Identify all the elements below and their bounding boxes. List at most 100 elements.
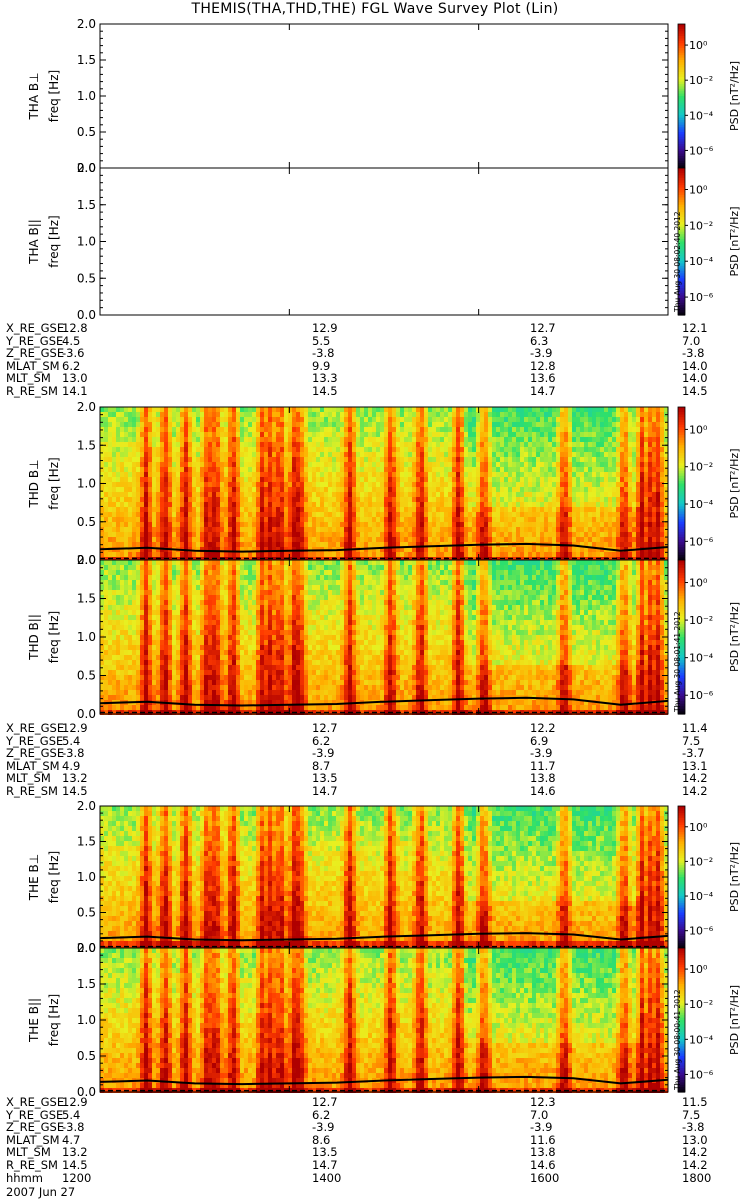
ephemeris-value: -3.9 xyxy=(530,746,553,761)
ephemeris-row: Y_RE_GSE 4.5 5.5 6.3 7.0 xyxy=(0,335,750,347)
panel-tha_bperp: 0.0 0.5 1.0 1.5 2.0 THA B⊥ freq [Hz] xyxy=(27,17,669,175)
ephemeris-value: 11.6 xyxy=(530,1132,556,1147)
colorbar-tick-label: 10⁻² xyxy=(689,74,713,87)
probe-label: THE B|| xyxy=(27,998,41,1043)
ephemeris-label: X_RE_GSE xyxy=(6,721,65,735)
ephemeris-row: X_RE_GSE 12.9 12.7 12.2 11.4 xyxy=(0,722,750,734)
ephemeris-value: 12.9 xyxy=(312,321,338,335)
ephemeris-value: 13.8 xyxy=(530,771,556,786)
freq-axis-label: freq [Hz] xyxy=(47,994,61,1046)
ephemeris-row: X_RE_GSE 12.9 12.7 12.3 11.5 xyxy=(0,1096,750,1108)
ephemeris-value: 14.5 xyxy=(62,784,88,798)
panel-tha_bpar: 0.0 0.5 1.0 1.5 2.0 THA B|| freq [Hz] xyxy=(27,161,669,322)
ephemeris-value: 14.5 xyxy=(682,384,708,398)
freq-tick-label: 0.5 xyxy=(77,515,96,529)
ephemeris-value: 7.5 xyxy=(682,1107,701,1122)
ephemeris-value: 13.2 xyxy=(62,771,88,786)
freq-tick-label: 1.5 xyxy=(77,438,96,452)
probe-label: THD B|| xyxy=(27,614,41,661)
freq-tick-label: 0.5 xyxy=(77,906,96,920)
ephemeris-value: 8.7 xyxy=(312,758,331,773)
freq-tick-label: 2.0 xyxy=(77,799,96,813)
panel-frame-tha_bpar xyxy=(99,167,669,316)
ephemeris-value: 13.8 xyxy=(530,1145,556,1160)
colorbar-tick-label: 10⁻⁴ xyxy=(689,498,714,511)
freq-tick-label: 1.0 xyxy=(77,870,96,884)
ephemeris-value: 6.9 xyxy=(530,733,549,748)
ephemeris-value: 7.0 xyxy=(530,1107,549,1122)
ephemeris-row: MLT_SM 13.2 13.5 13.8 14.2 xyxy=(0,1146,750,1158)
colorbar-tick-label: 10⁻⁶ xyxy=(689,689,714,702)
colorbar-tick-label: 10⁻² xyxy=(689,461,713,474)
freq-tick-label: 1.0 xyxy=(77,630,96,644)
ephemeris-label: MLT_SM xyxy=(6,771,51,786)
ephemeris-label: Z_RE_GSE xyxy=(6,346,65,361)
freq-axis-label: freq [Hz] xyxy=(47,611,61,663)
ephemeris-row: R_RE_SM 14.5 14.7 14.6 14.2 xyxy=(0,785,750,797)
freq-axis-label: freq [Hz] xyxy=(47,457,61,509)
ephemeris-value: 5.5 xyxy=(312,333,331,348)
freq-tick-label: 0.0 xyxy=(77,553,96,567)
ephemeris-value: 5.4 xyxy=(62,1107,81,1122)
ephemeris-value: 14.0 xyxy=(682,358,708,373)
ephemeris-row: X_RE_GSE 12.8 12.9 12.7 12.1 xyxy=(0,322,750,334)
ephemeris-value: 9.9 xyxy=(312,358,331,373)
freq-tick-label: 0.0 xyxy=(77,1085,96,1099)
ephemeris-row: MLT_SM 13.2 13.5 13.8 14.2 xyxy=(0,772,750,784)
ephemeris-label: Y_RE_GSE xyxy=(6,333,64,348)
colorbar-tick-label: 10⁻⁶ xyxy=(689,1068,714,1081)
ephemeris-value: -3.9 xyxy=(312,746,335,761)
ephemeris-value: 1800 xyxy=(682,1170,712,1185)
colorbar-tick-label: 10⁻⁴ xyxy=(689,652,714,665)
ephemeris-value: 14.6 xyxy=(530,1158,556,1172)
ephemeris-value: 13.6 xyxy=(530,371,556,386)
colorbar: 10⁰ 10⁻² 10⁻⁴ 10⁻⁶ PSD [nT²/Hz] xyxy=(677,23,741,169)
page-title: THEMIS(THA,THD,THE) FGL Wave Survey Plot… xyxy=(191,1,559,17)
overlay-line-the_bperp xyxy=(99,932,669,942)
ephemeris-value: 6.2 xyxy=(312,733,331,748)
colorbar-tick-label: 10⁻⁴ xyxy=(689,890,714,903)
ephemeris-value: 13.5 xyxy=(312,1145,338,1160)
generation-timestamp: Thu Aug 30 08:02:40 2012 xyxy=(673,211,682,312)
ephemeris-value: -3.6 xyxy=(62,346,85,361)
ephemeris-value: 14.7 xyxy=(312,1158,338,1172)
colorbar-label: PSD [nT²/Hz] xyxy=(728,602,741,672)
ephemeris-value: -3.8 xyxy=(682,1120,705,1135)
ephemeris-value: 12.7 xyxy=(312,1095,338,1109)
overlay-line-thd_bpar xyxy=(99,696,669,707)
ephemeris-label: MLAT_SM xyxy=(6,758,60,773)
ephemeris-value: 12.7 xyxy=(312,721,338,735)
colorbar-tick-label: 10⁻⁴ xyxy=(689,255,714,268)
ephemeris-row: MLAT_SM 4.7 8.6 11.6 13.0 xyxy=(0,1134,750,1146)
colorbar-tick-label: 10⁻⁶ xyxy=(689,291,714,304)
spectrogram-the_bpar xyxy=(100,948,668,1093)
probe-label: THA B|| xyxy=(27,219,41,265)
ephemeris-value: 8.6 xyxy=(312,1132,331,1147)
colorbar-tick-label: 10⁰ xyxy=(689,821,708,834)
ephemeris-value: 13.5 xyxy=(312,771,338,786)
ephemeris-value: -3.9 xyxy=(530,346,553,361)
ephemeris-value: 4.5 xyxy=(62,333,81,348)
ephemeris-value: -3.8 xyxy=(62,746,85,761)
ephemeris-value: 14.2 xyxy=(682,771,708,786)
spectrogram-thd_bperp xyxy=(100,407,668,562)
freq-axis-label: freq [Hz] xyxy=(47,851,61,903)
ephemeris-value: 4.9 xyxy=(62,758,81,773)
freq-tick-label: 0.5 xyxy=(77,125,96,139)
ephemeris-value: 4.7 xyxy=(62,1132,81,1147)
ephemeris-value: 14.2 xyxy=(682,1158,708,1172)
colorbar-tick-label: 10⁻² xyxy=(689,855,713,868)
colorbar-tick-label: 10⁰ xyxy=(689,577,708,590)
ephemeris-value: 13.0 xyxy=(682,1132,708,1147)
ephemeris-row: Z_RE_GSE -3.6 -3.8 -3.9 -3.8 xyxy=(0,347,750,359)
ephemeris-label: R_RE_SM xyxy=(6,784,58,798)
panel-the_bpar: 0.0 0.5 1.0 1.5 2.0 THE B|| freq [Hz] xyxy=(27,941,669,1099)
colorbar-tick-label: 10⁻² xyxy=(689,998,713,1011)
ephemeris-value: 6.3 xyxy=(530,333,549,348)
ephemeris-value: 14.1 xyxy=(62,384,88,398)
ephemeris-row: R_RE_SM 14.1 14.5 14.7 14.5 xyxy=(0,385,750,397)
freq-tick-label: 2.0 xyxy=(77,17,96,31)
freq-tick-label: 1.0 xyxy=(77,1013,96,1027)
ephemeris-value: 13.2 xyxy=(62,1145,88,1160)
